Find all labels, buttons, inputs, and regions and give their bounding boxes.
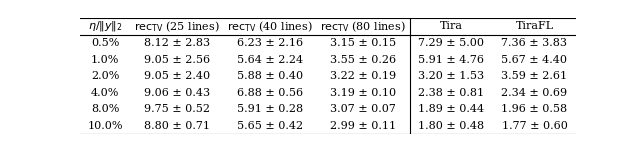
- Text: 5.65 ± 0.42: 5.65 ± 0.42: [237, 121, 303, 131]
- Text: Tira: Tira: [440, 21, 463, 31]
- Text: $\mathrm{rec}_{\mathrm{TV}}$ (40 lines): $\mathrm{rec}_{\mathrm{TV}}$ (40 lines): [227, 19, 313, 34]
- Text: 1.89 ± 0.44: 1.89 ± 0.44: [419, 104, 484, 114]
- Text: 1.96 ± 0.58: 1.96 ± 0.58: [501, 104, 568, 114]
- Text: 7.36 ± 3.83: 7.36 ± 3.83: [502, 38, 568, 48]
- Text: $\eta/ \|y\|_2$: $\eta/ \|y\|_2$: [88, 19, 122, 33]
- Text: 2.0%: 2.0%: [91, 71, 120, 81]
- Text: 9.05 ± 2.40: 9.05 ± 2.40: [144, 71, 210, 81]
- Text: 3.07 ± 0.07: 3.07 ± 0.07: [330, 104, 396, 114]
- Text: 3.19 ± 0.10: 3.19 ± 0.10: [330, 88, 396, 98]
- Text: 5.64 ± 2.24: 5.64 ± 2.24: [237, 55, 303, 65]
- Text: 3.15 ± 0.15: 3.15 ± 0.15: [330, 38, 396, 48]
- Text: 1.77 ± 0.60: 1.77 ± 0.60: [502, 121, 568, 131]
- Text: TiraFL: TiraFL: [515, 21, 554, 31]
- Text: 4.0%: 4.0%: [91, 88, 120, 98]
- Text: $\mathrm{rec}_{\mathrm{TV}}$ (25 lines): $\mathrm{rec}_{\mathrm{TV}}$ (25 lines): [134, 19, 220, 34]
- Text: 1.80 ± 0.48: 1.80 ± 0.48: [419, 121, 484, 131]
- Text: 5.91 ± 0.28: 5.91 ± 0.28: [237, 104, 303, 114]
- Text: 6.88 ± 0.56: 6.88 ± 0.56: [237, 88, 303, 98]
- Text: 3.59 ± 2.61: 3.59 ± 2.61: [501, 71, 568, 81]
- Text: 0.5%: 0.5%: [91, 38, 120, 48]
- Text: 5.67 ± 4.40: 5.67 ± 4.40: [502, 55, 568, 65]
- Text: 2.34 ± 0.69: 2.34 ± 0.69: [501, 88, 568, 98]
- Text: 1.0%: 1.0%: [91, 55, 120, 65]
- Text: 3.22 ± 0.19: 3.22 ± 0.19: [330, 71, 396, 81]
- Text: 8.80 ± 0.71: 8.80 ± 0.71: [144, 121, 210, 131]
- Text: 10.0%: 10.0%: [88, 121, 123, 131]
- Text: 3.20 ± 1.53: 3.20 ± 1.53: [419, 71, 484, 81]
- Text: 3.55 ± 0.26: 3.55 ± 0.26: [330, 55, 396, 65]
- Text: 5.91 ± 4.76: 5.91 ± 4.76: [419, 55, 484, 65]
- Text: 9.06 ± 0.43: 9.06 ± 0.43: [144, 88, 210, 98]
- Text: 8.12 ± 2.83: 8.12 ± 2.83: [144, 38, 210, 48]
- Text: 6.23 ± 2.16: 6.23 ± 2.16: [237, 38, 303, 48]
- Text: 9.75 ± 0.52: 9.75 ± 0.52: [144, 104, 210, 114]
- Text: 9.05 ± 2.56: 9.05 ± 2.56: [144, 55, 210, 65]
- Text: 7.29 ± 5.00: 7.29 ± 5.00: [419, 38, 484, 48]
- Text: $\mathrm{rec}_{\mathrm{TV}}$ (80 lines): $\mathrm{rec}_{\mathrm{TV}}$ (80 lines): [321, 19, 406, 34]
- Text: 2.38 ± 0.81: 2.38 ± 0.81: [419, 88, 484, 98]
- Text: 5.88 ± 0.40: 5.88 ± 0.40: [237, 71, 303, 81]
- Text: 2.99 ± 0.11: 2.99 ± 0.11: [330, 121, 396, 131]
- Text: 8.0%: 8.0%: [91, 104, 120, 114]
